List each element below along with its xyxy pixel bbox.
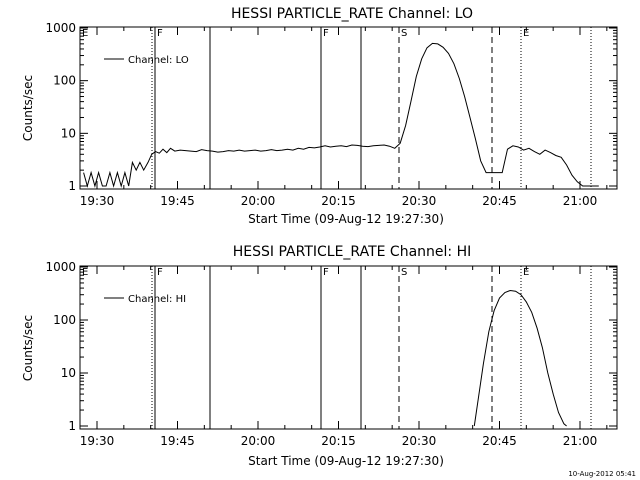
flag-label-hi-0: E bbox=[82, 267, 88, 278]
flag-label-lo-1: F bbox=[157, 28, 163, 39]
x-tick-label-hi-1: 19:45 bbox=[160, 434, 195, 448]
series-line-lo bbox=[83, 42, 599, 188]
axis-ticks-lo: 19:30 19:45 20:00 20:15 20:30 20:45 21:00 1 10 10… bbox=[45, 21, 617, 208]
chart-title-hi: HESSI PARTICLE_RATE Channel: HI bbox=[233, 244, 471, 260]
y-tick-label-hi-2: 100 bbox=[53, 313, 76, 327]
x-tick-label-hi-0: 19:30 bbox=[80, 434, 115, 448]
x-tick-label-lo-0: 19:30 bbox=[80, 194, 115, 208]
x-tick-label-lo-6: 21:00 bbox=[563, 194, 598, 208]
x-tick-label-hi-3: 20:15 bbox=[321, 434, 356, 448]
x-tick-label-lo-1: 19:45 bbox=[160, 194, 195, 208]
footer-timestamp: 10-Aug-2012 05:41 bbox=[568, 470, 636, 478]
y-tick-label-hi-1: 10 bbox=[61, 366, 76, 380]
x-tick-label-hi-2: 20:00 bbox=[241, 434, 276, 448]
y-axis-label-lo: Counts/sec bbox=[21, 75, 35, 141]
flag-label-hi-2: F bbox=[323, 267, 329, 278]
flag-label-lo-4: E bbox=[523, 28, 529, 39]
x-tick-label-lo-4: 20:30 bbox=[402, 194, 437, 208]
y-tick-label-lo-3: 1000 bbox=[45, 21, 76, 35]
flag-label-lo-3: S bbox=[401, 28, 407, 39]
x-axis-label-lo: Start Time (09-Aug-12 19:27:30) bbox=[248, 212, 444, 226]
x-tick-label-hi-5: 20:45 bbox=[482, 434, 517, 448]
legend-label-hi: Channel: HI bbox=[128, 294, 186, 305]
flag-label-hi-1: F bbox=[157, 267, 163, 278]
y-tick-label-lo-0: 1 bbox=[68, 179, 76, 193]
x-tick-label-hi-6: 21:00 bbox=[563, 434, 598, 448]
panel-hi: HESSI PARTICLE_RATE Channel: HI Counts/s… bbox=[21, 244, 618, 468]
panel-lo: HESSI PARTICLE_RATE Channel: LO Counts/s… bbox=[21, 6, 618, 226]
y-axis-label-hi: Counts/sec bbox=[21, 315, 35, 381]
flag-label-hi-4: E bbox=[523, 267, 529, 278]
y-tick-label-hi-0: 1 bbox=[68, 419, 76, 433]
series-line-hi bbox=[473, 289, 567, 427]
x-axis-label-hi: Start Time (09-Aug-12 19:27:30) bbox=[248, 454, 444, 468]
legend-label-lo: Channel: LO bbox=[128, 55, 189, 66]
x-tick-label-hi-4: 20:30 bbox=[402, 434, 437, 448]
flag-label-hi-3: S bbox=[401, 267, 407, 278]
x-tick-label-lo-2: 20:00 bbox=[241, 194, 276, 208]
chart-title-lo: HESSI PARTICLE_RATE Channel: LO bbox=[231, 6, 473, 22]
x-tick-label-lo-3: 20:15 bbox=[321, 194, 356, 208]
y-tick-label-lo-2: 100 bbox=[53, 74, 76, 88]
x-tick-label-lo-5: 20:45 bbox=[482, 194, 517, 208]
y-tick-label-lo-1: 10 bbox=[61, 126, 76, 140]
flag-label-lo-0: E bbox=[82, 28, 88, 39]
plot-frame-lo bbox=[79, 26, 618, 190]
flag-label-lo-2: F bbox=[323, 28, 329, 39]
axis-ticks-hi: 19:30 19:45 20:00 20:15 20:30 20:45 21:00 1 10 10… bbox=[45, 260, 617, 448]
y-tick-label-hi-3: 1000 bbox=[45, 260, 76, 274]
plot-frame-hi bbox=[79, 265, 618, 430]
